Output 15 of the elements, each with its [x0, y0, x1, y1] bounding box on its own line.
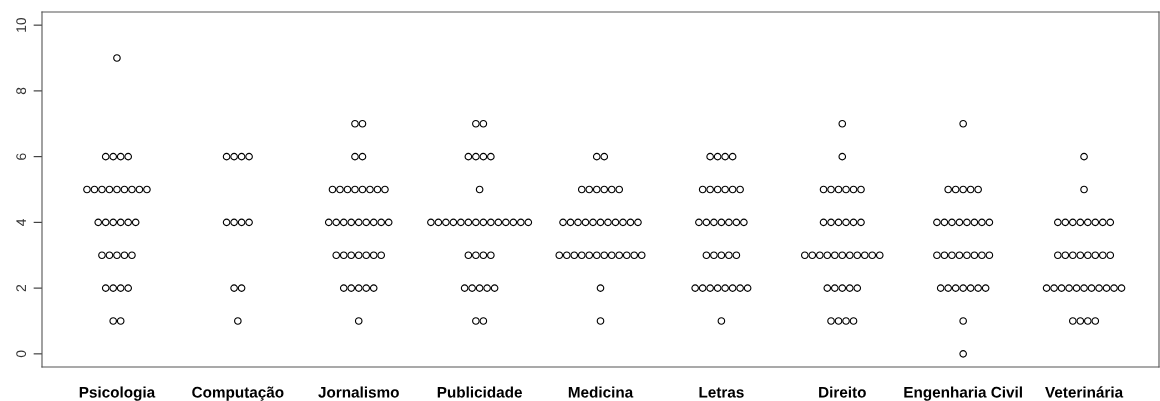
x-tick-label: Letras: [699, 387, 744, 398]
y-tick-label: 10: [16, 17, 27, 32]
y-tick-label: 4: [16, 218, 26, 226]
y-tick-label: 6: [16, 153, 27, 160]
x-tick-label: Psicologia: [79, 386, 156, 401]
y-tick-label: 8: [16, 87, 27, 95]
x-tick-label: Medicina: [568, 386, 634, 398]
x-tick-label: Engenharia Civil: [904, 386, 1022, 401]
x-tick-label: Computação: [192, 386, 284, 401]
x-tick-label: Publicidade: [437, 386, 522, 398]
y-tick-label: 2: [16, 284, 26, 292]
x-tick-label: Veterinária: [1045, 386, 1124, 398]
x-tick-label: Jornalismo: [318, 386, 399, 398]
y-tick-label: 0: [16, 350, 27, 358]
x-tick-label: Direito: [819, 386, 866, 398]
